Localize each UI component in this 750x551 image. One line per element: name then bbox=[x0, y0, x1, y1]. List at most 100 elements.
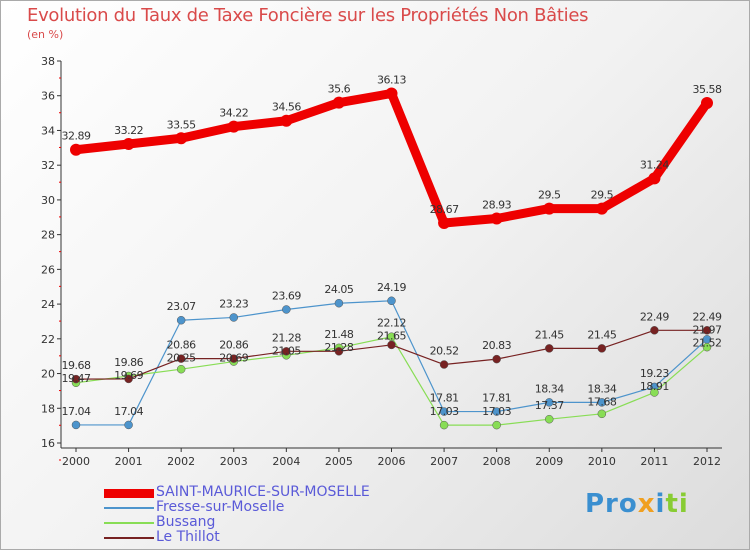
data-label: 17.81 bbox=[482, 392, 511, 405]
data-label: 20.25 bbox=[167, 352, 196, 365]
data-label: 35.6 bbox=[328, 83, 351, 96]
data-point bbox=[439, 360, 449, 369]
data-label: 35.58 bbox=[693, 83, 722, 96]
data-point bbox=[545, 414, 554, 424]
data-label: 21.05 bbox=[272, 344, 301, 357]
data-point bbox=[492, 407, 501, 416]
x-tick-label: 2001 bbox=[115, 455, 143, 468]
data-point bbox=[597, 398, 607, 407]
y-tick-label: 32 bbox=[41, 159, 55, 172]
data-label: 19.47 bbox=[62, 372, 91, 385]
data-point bbox=[387, 296, 396, 306]
y-axis-unit: (en %) bbox=[27, 28, 64, 41]
data-point bbox=[702, 342, 712, 352]
data-label: 22.49 bbox=[693, 310, 722, 323]
data-label: 21.28 bbox=[272, 331, 301, 344]
data-point bbox=[71, 420, 81, 430]
y-tick-label: 24 bbox=[41, 298, 55, 311]
data-point bbox=[175, 132, 188, 145]
data-point bbox=[597, 409, 607, 419]
data-point bbox=[124, 374, 133, 384]
data-label: 17.37 bbox=[535, 399, 564, 412]
data-point bbox=[650, 388, 659, 397]
y-tick-label: 16 bbox=[41, 437, 55, 450]
data-point bbox=[282, 305, 291, 314]
data-label: 17.03 bbox=[482, 405, 511, 418]
x-tick-label: 2012 bbox=[693, 455, 721, 468]
data-label: 23.07 bbox=[167, 300, 196, 313]
data-point bbox=[702, 326, 712, 335]
y-tick-label: 22 bbox=[41, 333, 55, 346]
data-label: 19.23 bbox=[640, 367, 669, 380]
data-point bbox=[439, 407, 449, 416]
data-point bbox=[648, 172, 661, 185]
x-tick-label: 2004 bbox=[272, 455, 300, 468]
y-tick-label: 26 bbox=[41, 263, 55, 276]
data-point bbox=[334, 347, 344, 356]
y-tick-label: 36 bbox=[41, 90, 55, 103]
data-label: 23.23 bbox=[219, 297, 248, 310]
series-line-0 bbox=[75, 88, 711, 228]
data-point bbox=[176, 315, 186, 325]
x-tick-label: 2011 bbox=[640, 455, 668, 468]
data-point bbox=[650, 326, 659, 335]
data-label: 22.49 bbox=[640, 310, 669, 323]
y-tick-label: 38 bbox=[41, 55, 55, 68]
data-point bbox=[597, 344, 607, 353]
legend-swatch bbox=[104, 507, 154, 509]
data-point bbox=[492, 354, 501, 364]
data-label: 33.22 bbox=[114, 124, 143, 137]
data-point bbox=[280, 114, 293, 127]
x-tick-label: 2008 bbox=[483, 455, 511, 468]
y-tick-label: 30 bbox=[41, 194, 55, 207]
data-label: 21.48 bbox=[324, 328, 353, 341]
x-tick-label: 2009 bbox=[535, 455, 563, 468]
data-label: 20.69 bbox=[219, 352, 248, 365]
data-point bbox=[70, 143, 82, 156]
data-point bbox=[543, 202, 556, 215]
data-label: 28.67 bbox=[430, 203, 459, 216]
data-point bbox=[545, 344, 554, 353]
legend-swatch bbox=[104, 537, 154, 539]
data-label: 17.04 bbox=[62, 405, 91, 418]
data-label: 21.28 bbox=[324, 341, 353, 354]
data-label: 28.93 bbox=[482, 198, 511, 211]
legend-label: Le Thillot bbox=[156, 529, 220, 545]
data-label: 19.86 bbox=[114, 356, 143, 369]
data-label: 19.68 bbox=[62, 359, 91, 372]
data-point bbox=[595, 202, 608, 215]
data-label: 17.68 bbox=[587, 395, 616, 408]
data-label: 23.69 bbox=[272, 289, 301, 302]
data-point bbox=[701, 97, 713, 110]
data-label: 20.52 bbox=[430, 345, 459, 358]
x-tick-label: 2000 bbox=[62, 455, 90, 468]
x-tick-label: 2007 bbox=[430, 455, 458, 468]
data-label: 20.86 bbox=[219, 339, 248, 352]
x-tick-label: 2006 bbox=[378, 455, 406, 468]
y-tick-label: 28 bbox=[41, 229, 55, 242]
data-label: 17.04 bbox=[114, 405, 143, 418]
data-point bbox=[282, 347, 291, 356]
data-point bbox=[438, 217, 451, 230]
data-point bbox=[439, 420, 449, 430]
data-label: 34.56 bbox=[272, 101, 301, 114]
x-tick-label: 2005 bbox=[325, 455, 353, 468]
data-label: 33.55 bbox=[167, 118, 196, 131]
data-point bbox=[71, 374, 81, 384]
data-label: 20.83 bbox=[482, 339, 511, 352]
legend-label: Bussang bbox=[156, 514, 216, 530]
y-tick-label: 34 bbox=[41, 124, 55, 137]
data-label: 32.89 bbox=[62, 130, 91, 143]
data-point bbox=[122, 137, 135, 150]
data-point bbox=[229, 354, 238, 363]
x-tick-label: 2003 bbox=[220, 455, 248, 468]
data-label: 18.34 bbox=[587, 382, 616, 395]
chart-title: Evolution du Taux de Taxe Foncière sur l… bbox=[27, 5, 589, 26]
x-tick-label: 2002 bbox=[167, 455, 195, 468]
data-label: 36.13 bbox=[377, 73, 406, 86]
data-point bbox=[229, 313, 238, 322]
data-label: 34.22 bbox=[219, 107, 248, 120]
data-label: 24.19 bbox=[377, 281, 406, 294]
data-label: 31.24 bbox=[640, 158, 669, 171]
